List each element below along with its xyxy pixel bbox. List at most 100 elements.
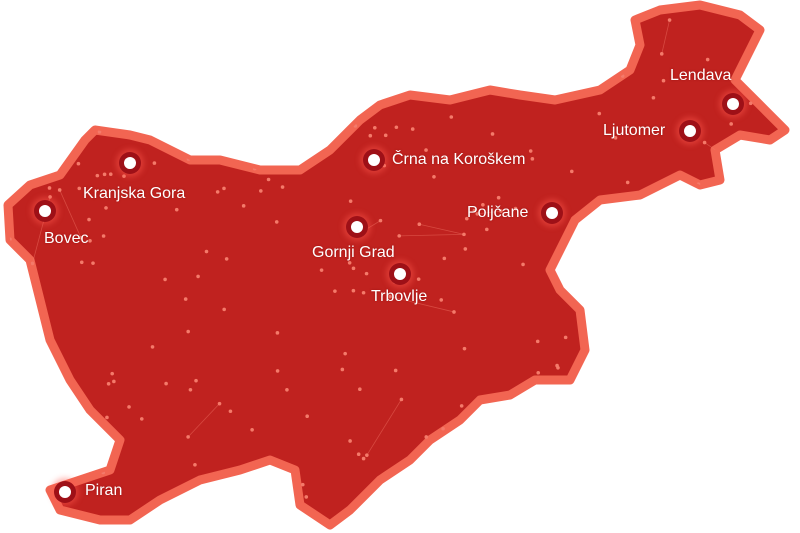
network-node	[475, 212, 480, 216]
network-node	[613, 136, 618, 140]
network-node	[630, 217, 634, 222]
network-node	[388, 294, 392, 299]
network-node	[612, 363, 617, 368]
network-node	[72, 38, 77, 43]
network-node	[539, 386, 544, 391]
network-node	[651, 95, 656, 100]
network-node	[744, 5, 749, 8]
network-node	[224, 257, 229, 261]
network-node	[18, 130, 23, 135]
city-label: Ljutomer	[603, 122, 666, 139]
network-node	[97, 130, 102, 134]
network-node	[349, 42, 354, 47]
network-node	[319, 268, 324, 272]
city-marker-piran[interactable]	[54, 481, 76, 503]
city-label: Gornji Grad	[312, 244, 395, 261]
network-node	[569, 169, 574, 174]
network-line	[419, 223, 465, 235]
network-node	[518, 83, 523, 87]
network-node	[729, 122, 733, 126]
network-node	[188, 387, 193, 392]
network-node	[322, 119, 326, 123]
network-node	[320, 59, 325, 64]
network-node	[366, 84, 371, 89]
network-node	[554, 10, 558, 15]
network-node	[437, 15, 442, 20]
network-node	[144, 29, 149, 33]
city-label: Črna na Koroškem	[392, 151, 526, 168]
network-node	[530, 157, 535, 161]
network-node	[79, 260, 84, 265]
network-node	[250, 428, 254, 432]
network-line	[389, 296, 455, 313]
network-node	[521, 262, 525, 267]
network-node	[499, 209, 503, 213]
network-node	[368, 133, 373, 138]
network-node	[351, 266, 356, 271]
network-node	[393, 368, 398, 373]
network-node	[500, 434, 505, 439]
network-node	[485, 35, 489, 40]
network-node	[575, 259, 580, 263]
network-node	[106, 382, 111, 386]
network-node	[269, 486, 274, 491]
network-node	[752, 457, 757, 462]
network-node	[22, 98, 26, 102]
network-node	[74, 112, 79, 117]
network-node	[635, 393, 640, 397]
network-node	[23, 164, 27, 168]
network-node	[650, 515, 655, 519]
network-node	[67, 461, 72, 465]
network-node	[275, 123, 280, 128]
network-node	[358, 387, 362, 392]
network-node	[517, 43, 522, 47]
network-node	[618, 478, 622, 483]
network-node	[710, 355, 715, 360]
network-node	[174, 207, 179, 212]
network-node	[426, 30, 431, 35]
city-marker-crna-na-koroskem[interactable]	[363, 149, 385, 171]
network-node	[266, 177, 271, 182]
network-node	[589, 410, 594, 414]
network-node	[71, 14, 76, 18]
network-node	[528, 149, 533, 153]
network-node	[264, 17, 269, 22]
city-marker-ljutomer[interactable]	[679, 120, 701, 142]
network-node	[108, 172, 113, 176]
network-node	[639, 322, 644, 327]
network-node	[275, 331, 280, 335]
network-node	[535, 339, 540, 344]
network-node	[348, 439, 352, 443]
network-node	[513, 206, 518, 211]
network-node	[152, 161, 157, 165]
network-node	[75, 76, 80, 81]
network-node	[333, 289, 337, 293]
network-node	[753, 319, 758, 324]
network-node	[485, 227, 489, 232]
network-node	[193, 462, 197, 467]
network-node	[309, 133, 313, 137]
network-node	[164, 381, 168, 386]
network-node	[441, 426, 445, 431]
network-node	[196, 274, 200, 279]
city-marker-bovec[interactable]	[34, 200, 56, 222]
network-node	[481, 65, 486, 69]
network-node	[280, 185, 285, 189]
city-marker-poljcane[interactable]	[541, 202, 563, 224]
network-node	[660, 520, 665, 525]
network-node	[113, 119, 118, 124]
city-marker-trbovlje[interactable]	[389, 263, 411, 285]
network-node	[751, 270, 756, 275]
network-node	[87, 217, 91, 222]
network-node	[756, 418, 761, 423]
city-marker-kranjska-gora[interactable]	[119, 152, 141, 174]
city-marker-gornji-grad[interactable]	[346, 216, 368, 238]
network-node	[594, 37, 599, 42]
network-node	[430, 517, 435, 522]
network-node	[200, 129, 204, 134]
network-node	[122, 174, 126, 178]
network-node	[31, 315, 35, 320]
city-label: Piran	[85, 482, 123, 499]
city-marker-lendava[interactable]	[722, 93, 744, 115]
network-node	[69, 460, 73, 464]
